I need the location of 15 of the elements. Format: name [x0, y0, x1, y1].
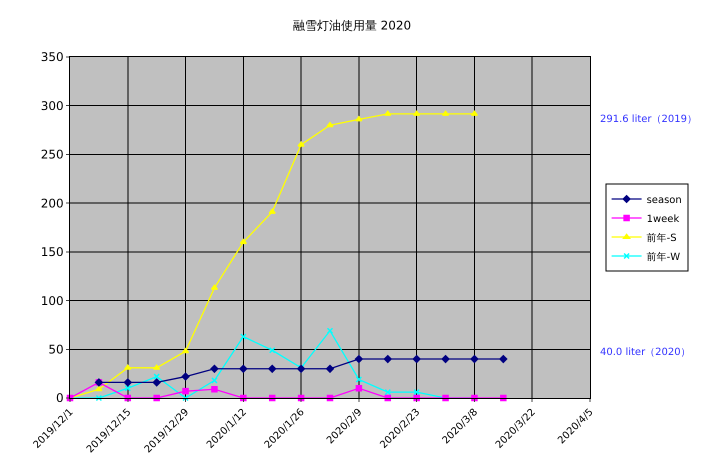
y-tick-label: 200 — [40, 196, 64, 210]
text: 291.6 liter（2019） — [600, 114, 697, 125]
y-tick-label: 300 — [40, 98, 64, 113]
y-tick-label: 100 — [40, 294, 64, 308]
y-tick-label: 0 — [56, 391, 64, 406]
legend-label: 前年-W — [646, 250, 680, 263]
y-tick-label: 350 — [40, 50, 64, 64]
text: 40.0 liter（2020） — [600, 347, 691, 358]
chart-title: 融雪灯油使用量 2020 — [292, 18, 412, 32]
y-tick-label: 150 — [40, 245, 64, 260]
legend-label: 前年-S — [646, 232, 677, 244]
y-tick-label: 50 — [48, 342, 64, 356]
legend-label: 1week — [646, 214, 680, 225]
y-tick-label: 250 — [40, 148, 64, 162]
legend-label: season — [646, 194, 682, 206]
